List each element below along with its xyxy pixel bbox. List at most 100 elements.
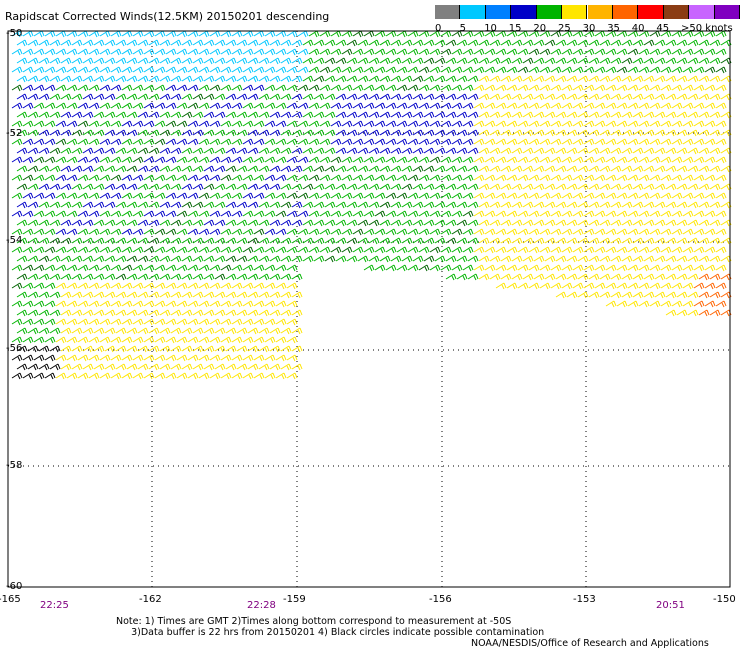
barb-stroke (687, 165, 699, 173)
wind-barb (462, 210, 474, 218)
wind-barb (49, 345, 61, 353)
wind-barb (577, 39, 589, 47)
wind-barb (627, 300, 639, 308)
wind-barb (280, 327, 292, 335)
wind-barb (203, 93, 215, 101)
barb-stroke (451, 30, 463, 38)
barb-stroke (473, 174, 485, 182)
barb-stroke (506, 228, 518, 236)
barb-stroke (93, 345, 105, 353)
barb-stroke (330, 138, 342, 146)
barb-stroke (176, 228, 188, 236)
wind-barb (704, 300, 716, 308)
wind-barb (302, 39, 314, 47)
wind-barb (247, 255, 259, 263)
wind-barb (49, 147, 61, 155)
wind-barb (242, 102, 254, 110)
wind-barb (93, 255, 105, 263)
barb-stroke (577, 165, 589, 173)
wind-barb (143, 282, 155, 290)
wind-barb (374, 138, 386, 146)
wind-barb (192, 291, 204, 299)
wind-barb (55, 120, 67, 128)
barb-stroke (456, 255, 468, 263)
wind-barb (236, 201, 248, 209)
barb-stroke (346, 57, 358, 65)
barb-stroke (390, 147, 402, 155)
barb-stroke (159, 291, 171, 299)
barb-stroke (236, 201, 248, 209)
barb-stroke (126, 129, 138, 137)
barb-stroke (484, 66, 496, 74)
barb-stroke (66, 120, 78, 128)
barb-stroke (489, 39, 501, 47)
barb-stroke (22, 102, 34, 110)
wind-barb (561, 102, 573, 110)
barb-stroke (220, 354, 232, 362)
barb-stroke (594, 138, 606, 146)
wind-barb (159, 57, 171, 65)
barb-stroke (330, 228, 342, 236)
wind-barb (132, 282, 144, 290)
barb-stroke (33, 138, 45, 146)
barb-stroke (693, 138, 705, 146)
wind-barb (583, 120, 595, 128)
barb-stroke (214, 237, 226, 245)
wind-barb (319, 66, 331, 74)
wind-barb (676, 219, 688, 227)
wind-barb (583, 192, 595, 200)
wind-barb (484, 138, 496, 146)
barb-stroke (352, 246, 364, 254)
barb-stroke (709, 219, 721, 227)
wind-barb (511, 273, 523, 281)
wind-barb (566, 75, 578, 83)
barb-stroke (49, 57, 61, 65)
wind-barb (154, 318, 166, 326)
wind-barb (495, 120, 507, 128)
barb-stroke (676, 183, 688, 191)
barb-stroke (489, 129, 501, 137)
wind-barb (60, 237, 72, 245)
barb-stroke (104, 75, 116, 83)
barb-stroke (126, 39, 138, 47)
barb-stroke (528, 228, 540, 236)
barb-stroke (390, 165, 402, 173)
wind-barb (467, 273, 479, 281)
wind-barb (588, 183, 600, 191)
wind-barb (176, 336, 188, 344)
barb-stroke (599, 75, 611, 83)
wind-barb (110, 336, 122, 344)
wind-barb (401, 75, 413, 83)
barb-stroke (599, 57, 611, 65)
wind-barb (649, 210, 661, 218)
wind-barb (396, 66, 408, 74)
wind-barb (88, 30, 100, 38)
barb-stroke (588, 291, 600, 299)
wind-barb (49, 237, 61, 245)
barb-stroke (93, 111, 105, 119)
barb-stroke (198, 210, 210, 218)
wind-barb (247, 237, 259, 245)
barb-stroke (115, 237, 127, 245)
barb-stroke (22, 192, 34, 200)
barb-stroke (594, 264, 606, 272)
barb-stroke (247, 345, 259, 353)
barb-stroke (236, 93, 248, 101)
wind-barb (500, 129, 512, 137)
barb-stroke (324, 255, 336, 263)
barb-stroke (363, 228, 375, 236)
wind-barb (594, 66, 606, 74)
barb-stroke (500, 93, 512, 101)
wind-barb (132, 354, 144, 362)
barb-stroke (170, 201, 182, 209)
wind-barb (209, 318, 221, 326)
barb-stroke (539, 156, 551, 164)
wind-barb (242, 120, 254, 128)
wind-barb (671, 84, 683, 92)
wind-barb (220, 102, 232, 110)
barb-stroke (38, 147, 50, 155)
barb-stroke (478, 201, 490, 209)
barb-stroke (286, 282, 298, 290)
barb-stroke (247, 75, 259, 83)
barb-stroke (621, 111, 633, 119)
